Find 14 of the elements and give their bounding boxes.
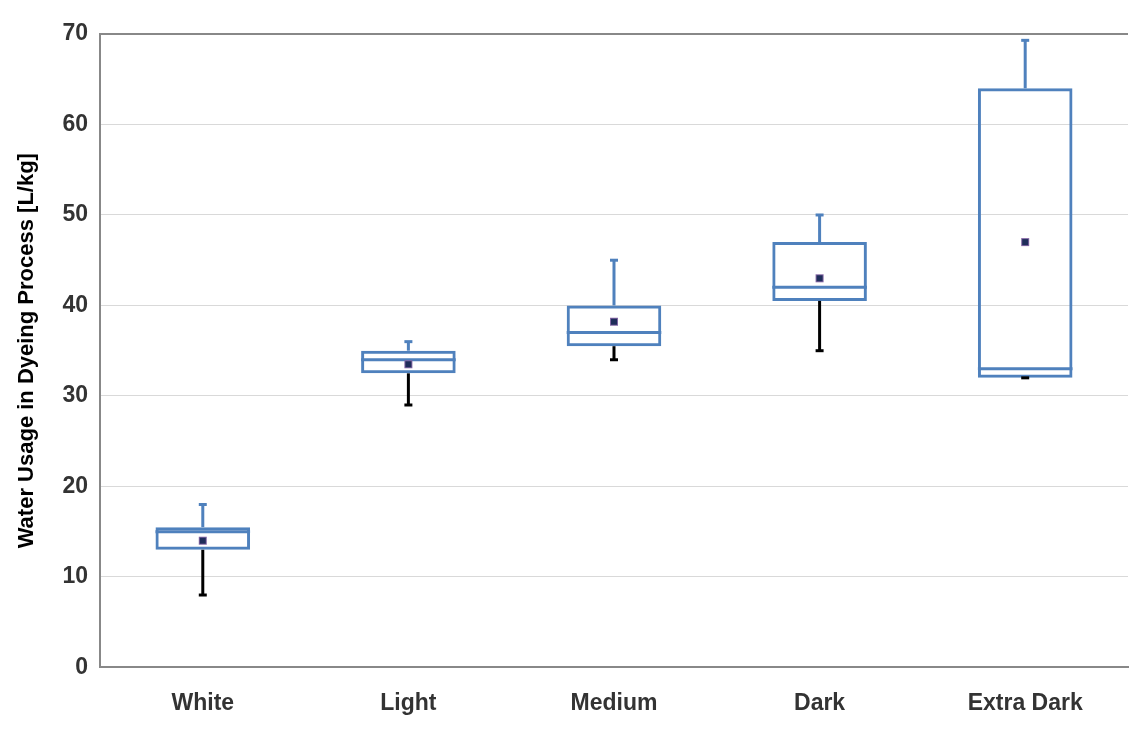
y-tick-label: 50 [62, 200, 88, 227]
x-tick-label: White [171, 688, 235, 715]
y-tick-label: 20 [62, 471, 88, 498]
x-tick-label: Light [380, 688, 437, 715]
y-tick-label: 70 [62, 19, 88, 46]
y-tick-label: 40 [62, 290, 88, 317]
y-tick-label: 30 [62, 381, 88, 408]
y-axis-title: Water Usage in Dyeing Process [L/kg] [13, 153, 39, 549]
x-tick-label: Medium [570, 688, 658, 715]
x-tick-label: Dark [794, 688, 846, 715]
y-tick-label: 0 [75, 652, 88, 679]
x-tick-label: Extra Dark [967, 688, 1083, 715]
y-tick-label: 60 [62, 109, 88, 136]
y-tick-label: 10 [62, 562, 88, 589]
